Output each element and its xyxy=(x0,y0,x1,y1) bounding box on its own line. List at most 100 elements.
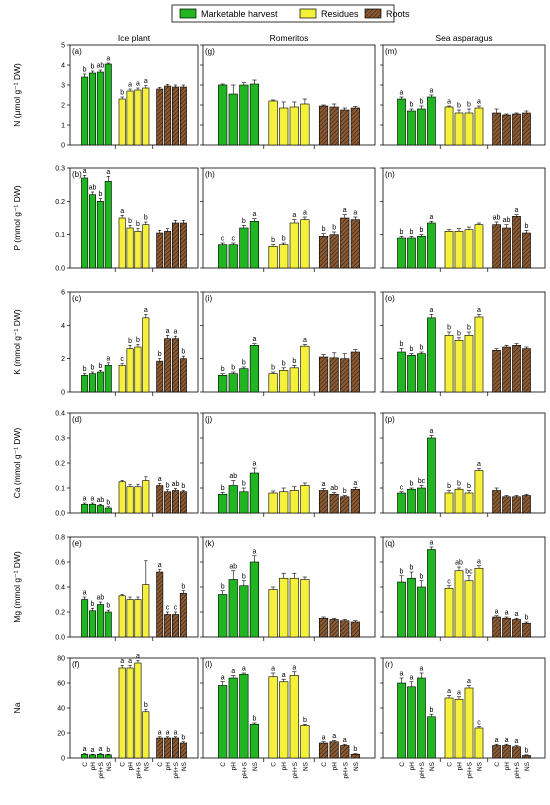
significance-letter: ab xyxy=(96,595,104,602)
bar-residues xyxy=(444,335,454,393)
legend-label-harvest: Marketable harvest xyxy=(201,9,278,19)
significance-letter: b xyxy=(83,366,87,373)
bar-residues xyxy=(279,370,289,393)
panel-frame xyxy=(382,291,546,393)
significance-letter: b xyxy=(98,363,102,370)
significance-letter: b xyxy=(447,325,451,332)
y-tick-label: 0.4 xyxy=(55,411,65,418)
column-title: Sea asparagus xyxy=(435,33,492,43)
bar-harvest xyxy=(427,317,436,393)
bar-roots xyxy=(512,619,521,638)
bar-harvest xyxy=(239,673,249,759)
significance-letter: b xyxy=(429,707,433,714)
panel-frame xyxy=(69,291,199,393)
significance-letter: b xyxy=(136,221,140,228)
significance-letter: a xyxy=(158,562,162,569)
bar-residues xyxy=(279,107,289,146)
bar-harvest xyxy=(96,505,104,514)
bar-roots xyxy=(329,619,339,638)
bar-roots xyxy=(502,346,511,393)
bar-residues xyxy=(464,492,474,514)
bar-residues xyxy=(474,316,484,393)
significance-letter: a xyxy=(353,210,357,217)
bar-roots xyxy=(522,622,531,638)
significance-letter: a xyxy=(410,674,414,681)
y-tick-label: 0.2 xyxy=(55,610,65,617)
column-titles: Ice plant Romeritos Sea asparagus xyxy=(118,33,493,43)
significance-letter: b xyxy=(166,482,170,489)
x-tick-label: C xyxy=(321,762,328,767)
x-tick-label: C xyxy=(157,762,164,767)
y-tick-label: 1 xyxy=(61,123,65,130)
bar-roots xyxy=(179,86,187,146)
bar-harvest xyxy=(397,581,406,638)
bar-residues xyxy=(474,224,484,269)
significance-letter: a xyxy=(292,664,296,671)
bar-harvest xyxy=(96,201,104,269)
significance-letter: a xyxy=(158,476,162,483)
bar-residues xyxy=(444,231,454,269)
significance-letter: a xyxy=(505,610,509,617)
bar-harvest xyxy=(218,493,228,514)
bar-residues xyxy=(279,681,289,759)
bar-roots xyxy=(512,345,521,393)
significance-letter: c xyxy=(477,719,481,726)
bar-harvest xyxy=(96,604,104,638)
bar-harvest xyxy=(239,368,249,393)
significance-letter: b xyxy=(457,481,461,488)
panel-label: (n) xyxy=(385,170,395,179)
significance-letter: b xyxy=(106,747,110,754)
legend-label-roots: Roots xyxy=(386,9,410,19)
bar-harvest xyxy=(89,194,97,269)
significance-letter: a xyxy=(400,90,404,97)
significance-letter: ab xyxy=(503,217,511,224)
x-tick-label: pH+S xyxy=(241,761,248,778)
y-tick-label: 0.2 xyxy=(55,199,65,206)
significance-letter: ab xyxy=(96,63,104,70)
bar-residues xyxy=(444,106,454,146)
x-tick-label: pH+S xyxy=(342,761,349,778)
x-tick-label: NS xyxy=(429,761,436,771)
y-tick-label: 0.0 xyxy=(55,266,65,273)
bar-harvest xyxy=(407,488,416,514)
significance-letter: bc xyxy=(465,568,473,575)
bar-roots xyxy=(164,231,172,269)
x-tick-label: NS xyxy=(143,761,150,771)
y-tick-label: 4 xyxy=(61,63,65,70)
bar-residues xyxy=(134,662,142,759)
bar-roots xyxy=(350,219,360,269)
significance-letter: b xyxy=(343,488,347,495)
panel-label: (c) xyxy=(72,294,82,303)
significance-letter: a xyxy=(429,428,433,435)
panel-frame xyxy=(69,167,199,269)
significance-letter: b xyxy=(98,191,102,198)
significance-letter: b xyxy=(252,716,256,723)
x-tick-label: NS xyxy=(353,761,360,771)
y-tick-label: 3 xyxy=(61,83,65,90)
significance-letter: a xyxy=(447,99,451,106)
x-tick-label: C xyxy=(82,762,89,767)
bar-residues xyxy=(126,599,134,638)
panel: (f)020406080aCapHapH+SbNSaCapHapH+SbNSaC… xyxy=(57,653,199,778)
bar-residues xyxy=(300,103,310,146)
significance-letter: b xyxy=(400,568,404,575)
significance-letter: b xyxy=(525,223,529,230)
y-tick-label: 0 xyxy=(61,390,65,397)
significance-letter: b xyxy=(420,345,424,352)
significance-letter: a xyxy=(303,210,307,217)
bar-roots xyxy=(318,236,329,269)
significance-letter: b xyxy=(242,218,246,225)
bar-harvest xyxy=(104,507,112,514)
significance-letter: b xyxy=(271,237,275,244)
bar-roots xyxy=(179,358,187,393)
significance-letter: a xyxy=(477,307,481,314)
significance-letter: a xyxy=(429,88,433,95)
x-tick-label: pH+S xyxy=(173,761,180,778)
bar-harvest xyxy=(81,599,89,638)
significance-letter: b xyxy=(221,485,225,492)
bar-roots xyxy=(340,358,350,393)
bar-roots xyxy=(164,338,172,393)
significance-letter: a xyxy=(128,82,132,89)
significance-letter: a xyxy=(252,336,256,343)
bar-roots xyxy=(156,571,164,638)
